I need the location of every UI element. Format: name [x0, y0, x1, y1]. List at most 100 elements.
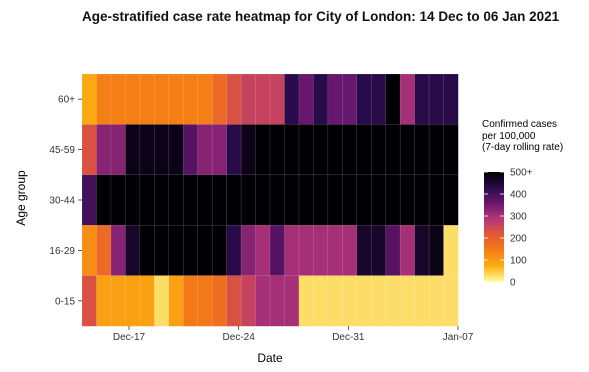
heatmap-cell — [240, 124, 257, 176]
heatmap-cell — [327, 174, 343, 226]
heatmap-cell — [125, 73, 141, 125]
heatmap-cell — [197, 275, 213, 327]
heatmap-cell — [313, 174, 329, 226]
heatmap-cell — [443, 224, 459, 277]
y-tick-label: 45-59 — [49, 145, 75, 156]
legend-tick-label: 100 — [510, 256, 527, 267]
heatmap-cell — [182, 224, 199, 277]
heatmap-cell — [240, 174, 257, 226]
heatmap-cell — [197, 224, 213, 277]
heatmap-cell — [226, 174, 242, 226]
heatmap-cell — [81, 224, 98, 277]
heatmap-cell — [269, 224, 286, 277]
heatmap-cell — [211, 275, 228, 327]
heatmap-cells — [81, 73, 459, 327]
heatmap-cell — [154, 224, 170, 277]
legend-tick-label: 500+ — [510, 168, 533, 179]
heatmap-cell — [342, 174, 358, 226]
heatmap-cell — [255, 174, 271, 226]
heatmap-cell — [168, 275, 184, 327]
heatmap-cell — [414, 224, 430, 277]
heatmap-cell — [399, 124, 416, 176]
heatmap-cell — [327, 275, 343, 327]
heatmap-cell — [154, 174, 170, 226]
heatmap-cell — [428, 224, 445, 277]
legend-color-bar — [484, 172, 504, 282]
y-tick-label: 30-44 — [49, 196, 75, 207]
heatmap-cell — [428, 174, 445, 226]
heatmap-cell — [298, 124, 314, 176]
heatmap-cell — [182, 124, 199, 176]
heatmap-cell — [226, 224, 242, 277]
heatmap-cell — [313, 124, 329, 176]
heatmap-cell — [356, 224, 372, 277]
heatmap-cell — [443, 73, 459, 125]
heatmap-cell — [81, 73, 98, 125]
heatmap-cell — [313, 224, 329, 277]
x-tick-label: Dec-31 — [332, 332, 365, 343]
heatmap-cell — [370, 275, 387, 327]
heatmap-cell — [139, 224, 155, 277]
heatmap-cell — [385, 275, 401, 327]
heatmap-cell — [443, 174, 459, 226]
heatmap-cell — [96, 73, 112, 125]
heatmap-cell — [168, 124, 184, 176]
heatmap-cell — [370, 224, 387, 277]
heatmap-cell — [428, 275, 445, 327]
heatmap-cell — [399, 224, 416, 277]
heatmap-cell — [182, 174, 199, 226]
heatmap-cell — [298, 73, 314, 125]
heatmap-cell — [385, 174, 401, 226]
heatmap-cell — [284, 224, 300, 277]
heatmap-cell — [125, 174, 141, 226]
heatmap-cell — [81, 275, 98, 327]
heatmap-cell — [399, 275, 416, 327]
heatmap-cell — [298, 275, 314, 327]
heatmap-cell — [385, 124, 401, 176]
legend-title-line: Confirmed cases — [482, 119, 558, 130]
heatmap-cell — [211, 174, 228, 226]
heatmap-cell — [81, 174, 98, 226]
heatmap-cell — [240, 275, 257, 327]
heatmap-cell — [269, 174, 286, 226]
heatmap-cell — [255, 73, 271, 125]
heatmap-cell — [356, 275, 372, 327]
heatmap-cell — [269, 275, 286, 327]
heatmap-cell — [370, 174, 387, 226]
heatmap-cell — [168, 224, 184, 277]
heatmap-cell — [240, 73, 257, 125]
y-axis-ticks: 60+ 45-59 30-44 16-29 0-15 — [49, 95, 82, 307]
heatmap-cell — [370, 73, 387, 125]
heatmap-cell — [125, 124, 141, 176]
heatmap-cell — [414, 174, 430, 226]
color-legend: 0 100 200 300 400 500+ — [484, 168, 533, 289]
heatmap-cell — [139, 124, 155, 176]
heatmap-cell — [110, 124, 126, 176]
heatmap-cell — [342, 224, 358, 277]
heatmap-cell — [313, 275, 329, 327]
heatmap-cell — [298, 224, 314, 277]
heatmap-cell — [385, 73, 401, 125]
heatmap-cell — [269, 124, 286, 176]
heatmap-cell — [298, 174, 314, 226]
heatmap-cell — [182, 73, 199, 125]
heatmap-cell — [226, 73, 242, 125]
heatmap-cell — [414, 124, 430, 176]
heatmap-cell — [327, 73, 343, 125]
heatmap-cell — [154, 124, 170, 176]
heatmap-cell — [342, 124, 358, 176]
heatmap-cell — [154, 73, 170, 125]
legend-tick-label: 300 — [510, 212, 527, 223]
heatmap-cell — [284, 174, 300, 226]
heatmap-cell — [414, 73, 430, 125]
legend-tick-label: 400 — [510, 190, 527, 201]
heatmap-cell — [110, 174, 126, 226]
heatmap-cell — [356, 174, 372, 226]
heatmap-cell — [284, 73, 300, 125]
x-tick-label: Jan-07 — [443, 332, 474, 343]
heatmap-cell — [211, 73, 228, 125]
heatmap-cell — [428, 73, 445, 125]
heatmap-cell — [370, 124, 387, 176]
legend-title-line: per 100,000 — [482, 130, 536, 142]
heatmap-cell — [168, 174, 184, 226]
